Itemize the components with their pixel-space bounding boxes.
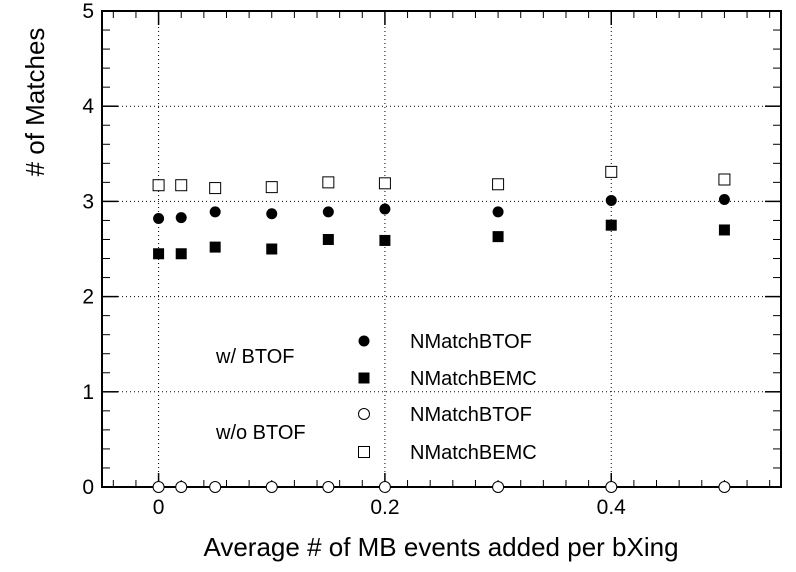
data-point [175,212,187,224]
data-point [492,206,504,218]
y-tick-label: 4 [82,95,94,118]
legend: w/ BTOF w/o BTOF NMatchBTOF NMatchBEMC NMatc… [215,331,537,464]
legend-entry-label: NMatchBEMC [410,368,537,390]
y-tick-label: 5 [82,0,94,23]
data-point [209,481,222,493]
data-point [378,177,391,190]
data-point [175,248,187,260]
data-point [266,208,278,220]
data-point [605,165,618,178]
legend-entry-label: NMatchBTOF [410,331,532,353]
tick-labels: 0 0.2 0.4 0 1 2 3 4 5 [82,0,626,519]
data-point [322,481,335,493]
data-point [265,181,278,194]
legend-entry-label: NMatchBEMC [410,442,537,464]
x-tick-label: 0.4 [597,496,627,519]
y-tick-label: 0 [82,476,94,499]
y-tick-label: 1 [82,381,94,404]
data-point [605,481,618,493]
legend-entry-label: NMatchBTOF [410,404,532,426]
legend-group-label: w/ BTOF [215,346,295,368]
data-point [718,173,731,186]
data-point [209,206,221,218]
legend-marker [358,408,370,420]
legend-marker [358,372,370,384]
series-1-filled-circle [153,193,730,225]
data-point [322,176,335,189]
legend-group-label: w/o BTOF [215,422,306,444]
series-4-open-square [152,165,731,195]
data-point [322,206,334,218]
data-point [378,481,391,493]
y-tick-label: 2 [82,286,94,309]
data-point [605,194,617,206]
data-point [209,241,221,253]
series-3-open-circle [152,481,731,493]
data-point [175,179,188,192]
grid-layer [102,11,781,487]
data-point [175,481,188,493]
data-point [322,233,334,245]
data-point [605,219,617,231]
data-point [379,203,391,215]
data-point [492,231,504,243]
data-point [265,481,278,493]
data-point [152,481,165,493]
legend-marker [358,446,370,458]
data-point [209,182,222,195]
data-point [379,234,391,246]
x-axis-title: Average # of MB events added per bXing [203,532,678,562]
legend-marker [358,335,370,347]
data-point [718,193,730,205]
data-point [492,481,505,493]
plot-frame [101,10,782,488]
x-tick-label: 0 [153,496,165,519]
data-point [718,224,730,236]
data-point [718,481,731,493]
y-tick-label: 3 [82,190,94,213]
x-tick-label: 0.2 [370,496,399,519]
data-point [153,213,165,225]
y-axis-title: # of Matches [20,28,50,177]
series-2-filled-square [153,219,730,260]
data-point [492,178,505,191]
marks-layer [152,165,731,493]
data-point [153,248,165,260]
data-point [266,243,278,255]
data-point [152,179,165,192]
